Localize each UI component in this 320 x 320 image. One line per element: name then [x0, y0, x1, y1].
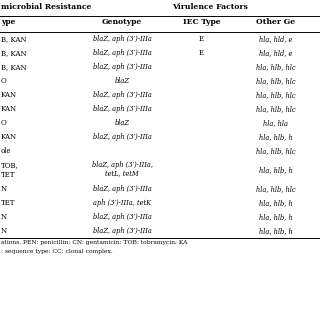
Text: B, KAN: B, KAN	[1, 35, 27, 43]
Text: KAN: KAN	[1, 91, 17, 99]
Text: blaZ, aph (3′)-IIIa: blaZ, aph (3′)-IIIa	[92, 133, 151, 141]
Text: hla, hlb, h: hla, hlb, h	[259, 166, 292, 174]
Text: : sequence type; CC: clonal complex.: : sequence type; CC: clonal complex.	[1, 249, 113, 254]
Text: aph (3′)-IIIa, tetK: aph (3′)-IIIa, tetK	[93, 199, 151, 207]
Text: hla, hlb, h: hla, hlb, h	[259, 133, 292, 141]
Text: TOB,
TET: TOB, TET	[1, 161, 19, 179]
Text: blaZ: blaZ	[115, 119, 130, 127]
Text: blaZ, aph (3′)-IIIa,
tetL, tetM: blaZ, aph (3′)-IIIa, tetL, tetM	[92, 161, 153, 179]
Text: hla, hlb, h: hla, hlb, h	[259, 227, 292, 235]
Text: microbial Resistance: microbial Resistance	[1, 3, 92, 11]
Text: blaZ, aph (3′)-IIIa: blaZ, aph (3′)-IIIa	[92, 105, 151, 113]
Text: blaZ, aph (3′)-IIIa: blaZ, aph (3′)-IIIa	[92, 185, 151, 193]
Text: B, KAN: B, KAN	[1, 49, 27, 57]
Text: blaZ, aph (3′)-IIIa: blaZ, aph (3′)-IIIa	[92, 63, 151, 71]
Text: TET: TET	[1, 199, 15, 207]
Text: hla, hlb, hlc: hla, hlb, hlc	[256, 91, 295, 99]
Text: KAN: KAN	[1, 105, 17, 113]
Text: hla, hlb, hlc: hla, hlb, hlc	[256, 77, 295, 85]
Text: O: O	[1, 119, 7, 127]
Text: ype: ype	[1, 18, 15, 26]
Text: Other Ge: Other Ge	[256, 18, 295, 26]
Text: N: N	[1, 185, 7, 193]
Text: hla, hlb, hlc: hla, hlb, hlc	[256, 185, 295, 193]
Text: blaZ, aph (3′)-IIIa: blaZ, aph (3′)-IIIa	[92, 35, 151, 43]
Text: hla, hlb, hlc: hla, hlb, hlc	[256, 105, 295, 113]
Text: blaZ, aph (3′)-IIIa: blaZ, aph (3′)-IIIa	[92, 227, 151, 235]
Text: hla, hld, e: hla, hld, e	[259, 35, 292, 43]
Text: N: N	[1, 213, 7, 221]
Text: KAN: KAN	[1, 133, 17, 141]
Text: O: O	[1, 77, 7, 85]
Text: blaZ, aph (3′)-IIIa: blaZ, aph (3′)-IIIa	[92, 213, 151, 221]
Text: ations. PEN: penicillin; CN: gentamicin; TOB: tobramycin; KA: ations. PEN: penicillin; CN: gentamicin;…	[1, 240, 188, 245]
Text: N: N	[1, 227, 7, 235]
Text: hla, hlb, h: hla, hlb, h	[259, 199, 292, 207]
Text: blaZ, aph (3′)-IIIa: blaZ, aph (3′)-IIIa	[92, 49, 151, 57]
Text: B, KAN: B, KAN	[1, 63, 27, 71]
Text: hla, hlb, hlc: hla, hlb, hlc	[256, 63, 295, 71]
Text: Virulence Factors: Virulence Factors	[172, 3, 248, 11]
Text: hla, hlb, h: hla, hlb, h	[259, 213, 292, 221]
Text: E: E	[199, 49, 204, 57]
Text: hla, hla: hla, hla	[263, 119, 288, 127]
Text: ole: ole	[1, 147, 12, 155]
Text: blaZ: blaZ	[115, 77, 130, 85]
Text: E: E	[199, 35, 204, 43]
Text: blaZ, aph (3′)-IIIa: blaZ, aph (3′)-IIIa	[92, 91, 151, 99]
Text: IEC Type: IEC Type	[183, 18, 220, 26]
Text: hla, hlb, hlc: hla, hlb, hlc	[256, 147, 295, 155]
Text: hla, hld, e: hla, hld, e	[259, 49, 292, 57]
Text: Genotype: Genotype	[102, 18, 142, 26]
